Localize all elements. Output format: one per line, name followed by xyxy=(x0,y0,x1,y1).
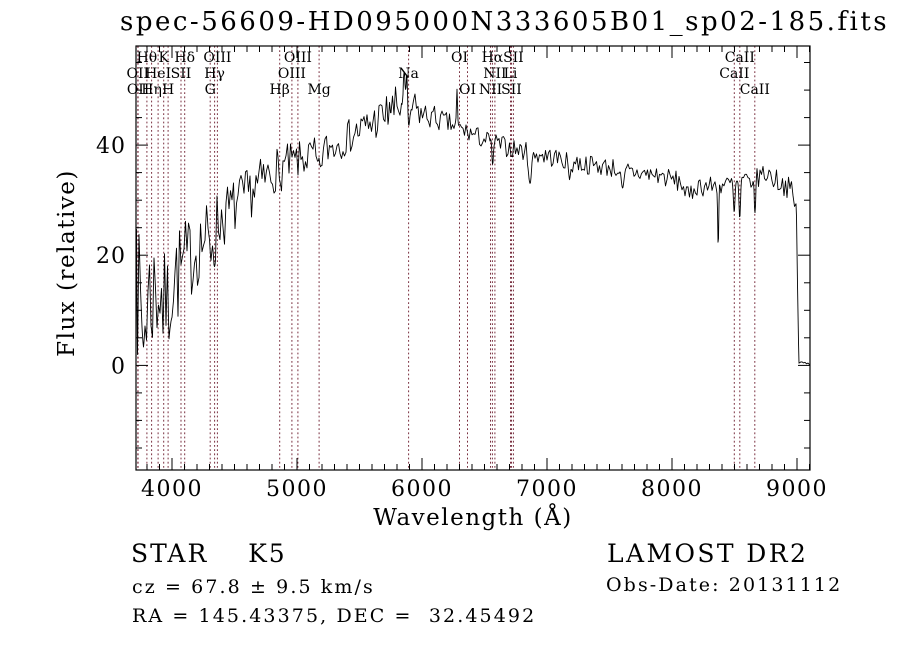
x-tick-label: 8000 xyxy=(641,477,703,502)
y-tick-label: 0 xyxy=(111,354,126,379)
line-label: K xyxy=(158,50,169,66)
obs-date-label: Obs-Date: 20131112 xyxy=(606,574,843,596)
y-tick-labels: 0 20 40 xyxy=(96,134,126,379)
line-label: H xyxy=(162,82,174,98)
line-label: SII xyxy=(171,66,192,82)
axis-ticks xyxy=(136,46,810,470)
survey-label: LAMOST DR2 xyxy=(607,539,809,568)
line-label: Mg xyxy=(307,82,330,98)
line-label: OIII xyxy=(203,50,231,66)
x-tick-label: 5000 xyxy=(266,477,328,502)
line-label: NII xyxy=(479,82,502,98)
cz-velocity-label: cz = 67.8 ± 9.5 km/s xyxy=(132,576,375,598)
x-axis-label: Wavelength (Å) xyxy=(373,503,572,531)
line-label: NII xyxy=(483,66,506,82)
spectral-line-markers xyxy=(137,46,756,470)
line-label: SII xyxy=(501,82,522,98)
x-tick-label: 7000 xyxy=(516,477,578,502)
plot-title: spec-56609-HD095000N333605B01_sp02-185.f… xyxy=(120,7,890,37)
line-label: OI xyxy=(459,82,476,98)
x-tick-label: 6000 xyxy=(391,477,453,502)
line-label: CaII xyxy=(740,82,770,98)
line-label: CaII xyxy=(725,50,755,66)
line-label: G xyxy=(205,82,216,98)
line-label: Hα xyxy=(482,50,504,66)
line-label: Na xyxy=(398,66,419,82)
line-label: HeI xyxy=(145,66,171,82)
line-label: Hδ xyxy=(174,50,195,66)
line-label: SII xyxy=(503,50,524,66)
line-label: Li xyxy=(504,66,518,82)
spectral-line-labels: OIIOIIHθHηHeIKHSIIHδGHγOIIIHβOIIIOIIIMgN… xyxy=(127,50,770,98)
object-class-label: STAR K5 xyxy=(131,539,287,568)
plot-frame xyxy=(135,45,811,471)
line-label: OIII xyxy=(284,50,312,66)
line-label: CaII xyxy=(719,66,749,82)
line-label: Hθ xyxy=(137,50,158,66)
y-tick-label: 20 xyxy=(96,244,126,269)
x-tick-label: 9000 xyxy=(766,477,828,502)
line-label: Hγ xyxy=(204,66,225,82)
ra-dec-label: RA = 145.43375, DEC = 32.45492 xyxy=(132,605,537,627)
x-tick-label: 4000 xyxy=(141,477,203,502)
y-axis-label: Flux (relative) xyxy=(54,169,80,357)
line-label: OIII xyxy=(278,66,306,82)
line-label: Hβ xyxy=(270,82,290,98)
x-tick-labels: 4000 5000 6000 7000 8000 9000 xyxy=(141,477,828,502)
line-label: OII xyxy=(127,66,150,82)
line-label: Hη xyxy=(141,82,162,98)
spectrum-trace xyxy=(135,71,811,366)
line-label: OI xyxy=(451,50,468,66)
y-tick-label: 40 xyxy=(96,134,126,159)
